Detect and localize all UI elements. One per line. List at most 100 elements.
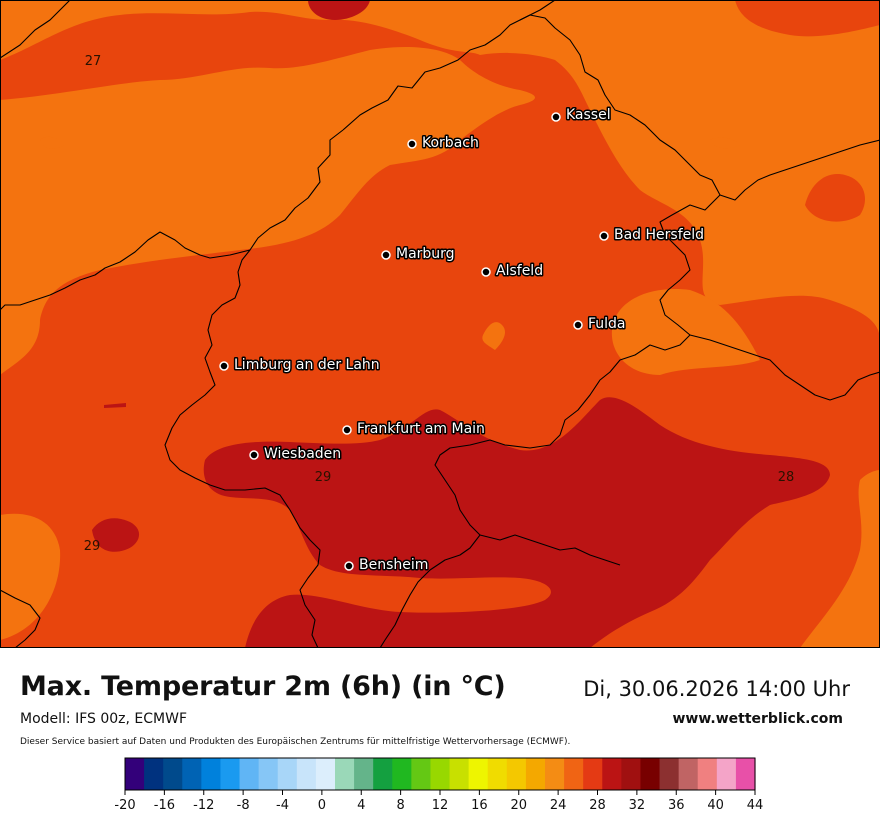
legend-tick-label: 8: [396, 798, 404, 813]
legend-swatch: [220, 758, 241, 790]
zone-30-32: [203, 397, 830, 648]
city-fulda[interactable]: Fulda: [573, 315, 627, 334]
state-borders: [0, 0, 880, 649]
legend-swatch: [659, 758, 680, 790]
city-dot: [342, 425, 352, 435]
city-dot: [481, 267, 491, 277]
legend-tick-label: -16: [154, 798, 175, 813]
city-label: Kassel: [566, 107, 611, 123]
city-label: Limburg an der Lahn: [234, 357, 380, 373]
legend-tick-label: 0: [318, 798, 326, 813]
zone-26-28-pocket-center: [482, 322, 505, 350]
city-label: Bad Hersfeld: [614, 227, 704, 243]
city-label: Bensheim: [359, 557, 428, 573]
border-nrw: [0, 231, 251, 311]
legend-swatch: [545, 758, 565, 790]
legend-swatch: [144, 758, 164, 790]
legend-swatch: [201, 758, 222, 790]
city-frankfurt[interactable]: Frankfurt am Main: [342, 420, 486, 439]
legend-swatch: [678, 758, 699, 790]
model-info: Modell: IFS 00z, ECMWF: [20, 711, 188, 727]
zone-30-32-pocket-sw: [92, 518, 140, 552]
legend-swatch: [468, 758, 489, 790]
legend-tick-label: -12: [193, 798, 214, 813]
disclaimer-text: Dieser Service basiert auf Daten und Pro…: [20, 737, 571, 747]
city-label: Korbach: [422, 135, 479, 151]
temperature-map: 27 29 28 29 Kassel Korbach Bad Hersfeld …: [0, 0, 880, 649]
city-dot: [551, 112, 561, 122]
legend-swatch: [564, 758, 584, 790]
legend-tick-label: 20: [510, 798, 527, 813]
city-dot: [219, 361, 229, 371]
legend-swatch: [487, 758, 508, 790]
legend-swatch: [277, 758, 298, 790]
isoline-label: 28: [778, 470, 795, 485]
legend-swatch: [525, 758, 546, 790]
zone-26-28-speck: [40, 136, 65, 149]
legend-swatch: [411, 758, 432, 790]
city-markers: Kassel Korbach Bad Hersfeld Marburg Alsf…: [219, 106, 706, 575]
city-label: Marburg: [396, 246, 455, 262]
legend-swatch: [430, 758, 451, 790]
city-korbach[interactable]: Korbach: [407, 134, 480, 153]
legend-swatch: [506, 758, 527, 790]
city-dot: [249, 450, 259, 460]
legend-swatch: [621, 758, 642, 790]
hessen-border-west: [164, 129, 344, 649]
legend-swatch: [296, 758, 317, 790]
legend-tick-label: 24: [550, 798, 567, 813]
city-label: Frankfurt am Main: [357, 421, 485, 437]
zone-26-28-pocket-se: [800, 470, 880, 648]
legend-tick-label: 36: [668, 798, 685, 813]
zone-28-30-pocket-east: [805, 174, 865, 222]
map-canvas: 27 29 28 29 Kassel Korbach Bad Hersfeld …: [0, 0, 880, 649]
legend-swatch: [716, 758, 737, 790]
legend-canvas: -20 -16 -12 -8 -4 0 4 8 12 16 20 24 28 32 36 40 44: [114, 757, 763, 813]
city-alsfeld[interactable]: Alsfeld: [481, 262, 545, 281]
legend-swatch: [373, 758, 393, 790]
city-limburg[interactable]: Limburg an der Lahn: [219, 356, 381, 375]
city-marburg[interactable]: Marburg: [381, 245, 456, 264]
border-bavaria: [689, 334, 880, 401]
zone-30-32-pocket-north: [308, 0, 370, 20]
legend-swatch: [258, 758, 279, 790]
border-east: [719, 139, 880, 201]
legend-swatch: [239, 758, 260, 790]
city-bensheim[interactable]: Bensheim: [344, 556, 430, 575]
border-sw: [0, 589, 41, 649]
city-kassel[interactable]: Kassel: [551, 106, 612, 125]
legend-tick-label: -8: [237, 798, 250, 813]
isoline-label: 27: [85, 54, 102, 69]
legend-ticks: -20 -16 -12 -8 -4 0 4 8 12 16 20 24 28 32 36 40 44: [114, 790, 763, 813]
border-north: [519, 0, 556, 21]
legend-swatch: [697, 758, 718, 790]
zone-30-32-speck: [104, 403, 126, 408]
legend-tick-label: 16: [471, 798, 488, 813]
legend-tick-label: -4: [276, 798, 289, 813]
isoline-label: 29: [315, 470, 332, 485]
legend-tick-label: -20: [114, 798, 135, 813]
legend-tick-label: 12: [432, 798, 449, 813]
city-label: Wiesbaden: [264, 446, 341, 462]
legend-swatch: [182, 758, 202, 790]
legend-swatch: [335, 758, 355, 790]
city-dot: [407, 139, 417, 149]
legend-swatch: [735, 758, 756, 790]
forecast-datetime: Di, 30.06.2026 14:00 Uhr: [583, 677, 850, 701]
zone-26-28-pocket-sw: [0, 513, 61, 640]
legend-swatch: [315, 758, 336, 790]
city-dot: [381, 250, 391, 260]
city-bad-hersfeld[interactable]: Bad Hersfeld: [599, 226, 706, 245]
city-label: Alsfeld: [496, 263, 543, 279]
legend-swatch: [354, 758, 374, 790]
isoline-label: 29: [84, 539, 101, 554]
legend-swatch: [163, 758, 183, 790]
city-wiesbaden[interactable]: Wiesbaden: [249, 445, 343, 464]
legend-swatches: [125, 758, 756, 790]
legend-tick-label: 40: [707, 798, 724, 813]
map-title: Max. Temperatur 2m (6h) (in °C): [20, 671, 506, 702]
border-north-west: [0, 0, 71, 59]
zone-28-30-pocket-ne: [735, 0, 880, 37]
website-link[interactable]: www.wetterblick.com: [672, 711, 844, 727]
legend-swatch: [392, 758, 412, 790]
